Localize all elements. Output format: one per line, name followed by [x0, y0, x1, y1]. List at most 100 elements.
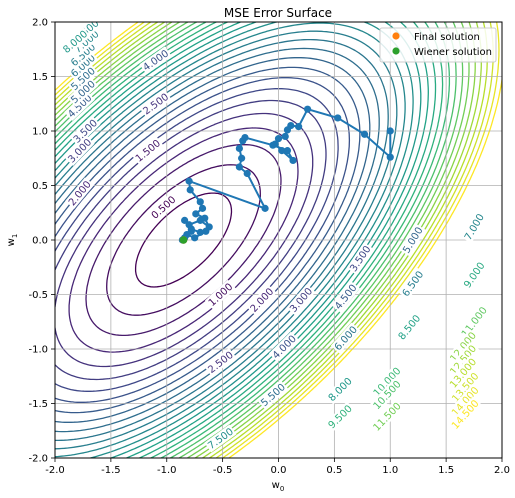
- x-tick-label: -0.5: [213, 465, 233, 476]
- descent-path-point: [289, 156, 297, 165]
- contour-label-backdrop: [268, 331, 300, 362]
- contour-label-backdrop: [446, 341, 480, 378]
- contour-label-backdrop: [448, 396, 482, 433]
- descent-path-point: [386, 153, 394, 161]
- contour-label-backdrop: [70, 26, 103, 57]
- contour-label-backdrop: [446, 328, 480, 365]
- contour-line: [55, 38, 389, 442]
- descent-path-layer: [178, 105, 394, 244]
- x-tick-label: 2.0: [494, 465, 510, 476]
- contour-label-backdrop: [448, 369, 482, 406]
- contour-label-backdrop: [369, 399, 405, 434]
- contour-line: [55, 22, 488, 458]
- legend-box: [379, 27, 497, 63]
- contour-label-backdrop: [246, 284, 277, 316]
- contour-line: [55, 30, 398, 450]
- legend-marker-wiener-solution: [392, 47, 400, 55]
- descent-path-point: [386, 127, 394, 135]
- descent-path-point: [196, 198, 204, 206]
- contour-label-backdrop: [131, 136, 164, 166]
- contour-label-backdrop: [67, 63, 99, 94]
- contour-label-backdrop: [64, 135, 95, 166]
- contour-line: [134, 192, 233, 288]
- contour-label-backdrop: [399, 223, 426, 257]
- contour-label-backdrop: [458, 303, 491, 341]
- contour-label-backdrop: [139, 46, 172, 75]
- x-tick-label: 0.5: [326, 465, 342, 476]
- y-tick-label: -1.0: [28, 345, 48, 356]
- contour-label-backdrop: [204, 279, 236, 310]
- descent-path-point: [303, 105, 312, 113]
- descent-path-point: [269, 141, 277, 149]
- contour-label-backdrop: [460, 258, 488, 292]
- contour-label-backdrop: [324, 374, 356, 405]
- descent-path-point: [334, 114, 342, 122]
- x-tick-label: 1.0: [382, 465, 398, 476]
- descent-path-point: [261, 204, 269, 212]
- x-tick-label: 1.5: [438, 465, 454, 476]
- y-tick-label: 0.0: [32, 236, 48, 247]
- descent-path-point: [239, 137, 247, 145]
- legend-label-wiener-solution: Wiener solution: [414, 47, 492, 58]
- descent-path-point: [185, 177, 193, 185]
- descent-path-point: [192, 210, 200, 218]
- descent-path-point: [181, 216, 189, 224]
- y-tick-label: -1.5: [28, 399, 48, 410]
- contour-label-backdrop: [324, 401, 356, 432]
- y-axis-label: w1: [6, 234, 19, 247]
- descent-path-point: [243, 169, 251, 178]
- x-tick-label: -1.5: [101, 465, 121, 476]
- descent-path-point: [186, 186, 194, 194]
- contour-label-backdrop: [204, 424, 237, 453]
- contour-line: [55, 22, 464, 458]
- contour-line: [55, 77, 351, 403]
- y-tick-label: -2.0: [28, 454, 48, 465]
- contour-label-backdrop: [67, 50, 99, 81]
- descent-path-point: [238, 154, 246, 162]
- contour-label-backdrop: [448, 383, 482, 420]
- x-axis-label-subscript: 0: [280, 485, 284, 493]
- contour-label-backdrop: [67, 76, 99, 107]
- descent-path-point: [196, 228, 204, 236]
- contour-label-backdrop: [461, 210, 488, 244]
- legend: Final solution Wiener solution: [379, 27, 497, 63]
- descent-path-point: [191, 234, 199, 242]
- x-axis: -2.0 -1.5 -1.0 -0.5 0.0 0.5 1.0 1.5 2.0: [45, 458, 510, 476]
- contour-label-backdrop: [139, 89, 172, 118]
- descent-path-point: [196, 216, 204, 224]
- descent-path-point: [235, 144, 243, 153]
- contour-label-backdrop: [257, 380, 289, 410]
- contour-label-backdrop: [370, 364, 404, 400]
- contour-label-backdrop: [204, 347, 237, 377]
- legend-marker-final-solution: [392, 32, 400, 40]
- contour-label-backdrop: [147, 192, 179, 223]
- contour-label-backdrop: [64, 90, 96, 121]
- x-tick-label: -1.0: [157, 465, 177, 476]
- y-tick-label: 0.5: [32, 181, 48, 192]
- contour-line: [106, 164, 261, 316]
- contour-label-backdrop: [446, 355, 480, 391]
- descent-path-point: [235, 163, 243, 171]
- x-tick-label: 0.0: [271, 465, 287, 476]
- contour-line: [55, 47, 380, 433]
- descent-path-point: [187, 227, 195, 235]
- descent-path-point: [198, 204, 207, 212]
- contour-label-backdrop: [369, 377, 404, 413]
- contour-label-backdrop: [331, 280, 360, 313]
- contour-line: [55, 66, 361, 414]
- y-tick-label: 1.5: [32, 72, 48, 83]
- contour-line: [55, 56, 371, 423]
- descent-path-point: [278, 147, 286, 155]
- x-axis-label: w0: [272, 480, 285, 493]
- descent-path-point: [283, 126, 292, 134]
- contour-label-backdrop: [330, 322, 361, 354]
- contour-label-backdrop: [286, 284, 316, 316]
- contour-label-backdrop: [394, 311, 424, 344]
- legend-label-final-solution: Final solution: [414, 32, 480, 43]
- contour-label-backdrop: [398, 267, 427, 300]
- y-tick-label: -0.5: [28, 290, 48, 301]
- descent-path-point: [360, 130, 369, 138]
- descent-path-point: [202, 227, 210, 235]
- descent-path-point: [281, 132, 289, 141]
